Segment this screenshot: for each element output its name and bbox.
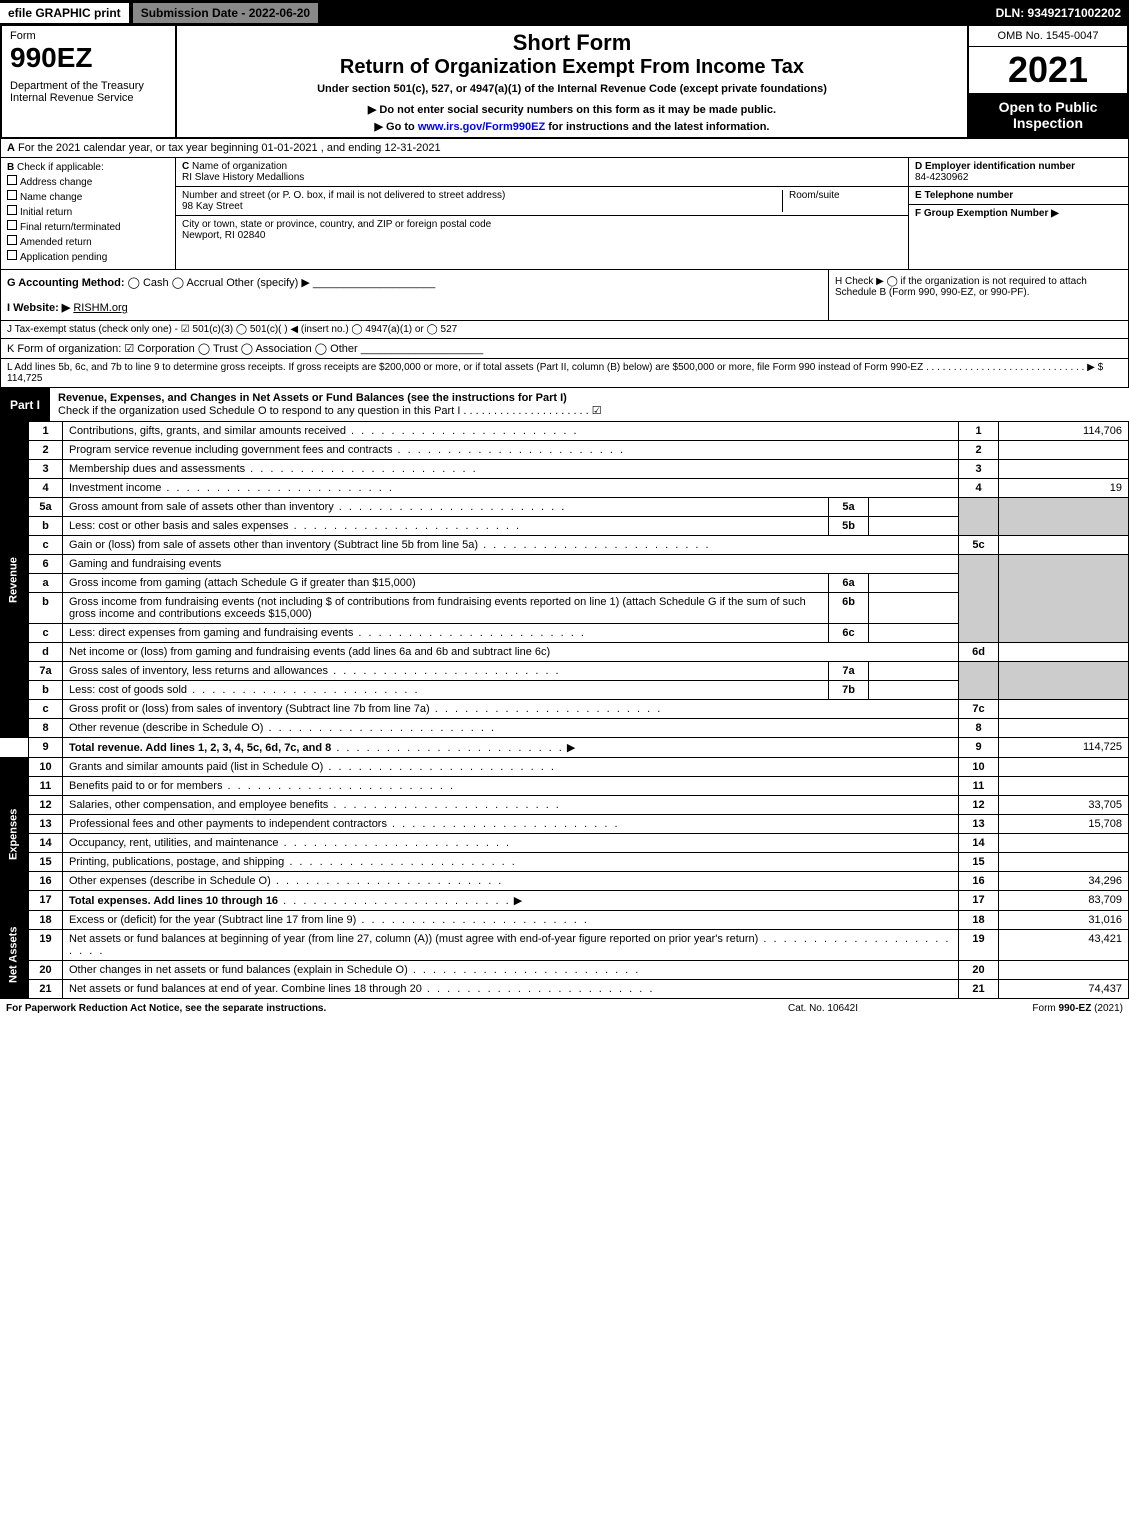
part1-label: Part I [0, 394, 50, 416]
chk-amended[interactable]: Amended return [7, 235, 169, 248]
row-h: H Check ▶ ◯ if the organization is not r… [828, 270, 1128, 320]
line17-value: 83,709 [999, 891, 1129, 911]
efile-label[interactable]: efile GRAPHIC print [0, 3, 129, 23]
line19-value: 43,421 [999, 930, 1129, 961]
irs-link[interactable]: www.irs.gov/Form990EZ [418, 121, 545, 133]
col-b-heading: Check if applicable: [17, 162, 104, 173]
col-c: C Name of organization RI Slave History … [176, 158, 908, 269]
cat-no: Cat. No. 10642I [723, 1003, 923, 1014]
title-section: Under section 501(c), 527, or 4947(a)(1)… [181, 83, 963, 95]
street-address: 98 Kay Street [182, 201, 243, 212]
chk-address[interactable]: Address change [7, 175, 169, 188]
title-return: Return of Organization Exempt From Incom… [181, 56, 963, 79]
name-label: Name of organization [192, 161, 287, 172]
col-b: B Check if applicable: Address change Na… [1, 158, 176, 269]
form-footer: Form 990-EZ (2021) [923, 1003, 1123, 1014]
city-state-zip: Newport, RI 02840 [182, 230, 265, 241]
website-link[interactable]: RISHM.org [73, 302, 127, 314]
form-header: Form 990EZ Department of the Treasury In… [0, 26, 1129, 139]
chk-name[interactable]: Name change [7, 190, 169, 203]
ein-label: D Employer identification number [915, 161, 1075, 172]
col-b-label: B [7, 162, 14, 173]
chk-final[interactable]: Final return/terminated [7, 220, 169, 233]
revenue-sidelabel: Revenue [1, 422, 29, 738]
paperwork-notice: For Paperwork Reduction Act Notice, see … [6, 1003, 723, 1014]
department-label: Department of the Treasury Internal Reve… [10, 80, 167, 104]
website-label: I Website: ▶ [7, 302, 70, 314]
row-gh: G Accounting Method: ◯ Cash ◯ Accrual Ot… [0, 270, 1129, 321]
org-name: RI Slave History Medallions [182, 172, 304, 183]
section-bcdef: B Check if applicable: Address change Na… [0, 158, 1129, 270]
phone-label: E Telephone number [915, 190, 1013, 201]
chk-initial[interactable]: Initial return [7, 205, 169, 218]
line18-value: 31,016 [999, 911, 1129, 930]
netassets-sidelabel: Net Assets [1, 911, 29, 999]
col-c-label: C [182, 161, 189, 172]
form-word: Form [10, 30, 167, 42]
line21-value: 74,437 [999, 980, 1129, 999]
row-a-label: A [7, 142, 15, 154]
footer: For Paperwork Reduction Act Notice, see … [0, 999, 1129, 1018]
accounting-method: G Accounting Method: ◯ Cash ◯ Accrual Ot… [1, 270, 828, 320]
title-warning: ▶ Do not enter social security numbers o… [181, 103, 963, 116]
group-exemption-label: F Group Exemption Number ▶ [915, 208, 1059, 219]
title-short-form: Short Form [181, 30, 963, 56]
line16-value: 34,296 [999, 872, 1129, 891]
lines-table: Revenue 1 Contributions, gifts, grants, … [0, 421, 1129, 999]
row-a: A For the 2021 calendar year, or tax yea… [0, 139, 1129, 158]
dln-label: DLN: 93492171002202 [988, 3, 1129, 23]
expenses-sidelabel: Expenses [1, 758, 29, 911]
line1-value: 114,706 [999, 422, 1129, 441]
form-number: 990EZ [10, 42, 167, 74]
col-d: D Employer identification number 84-4230… [908, 158, 1128, 269]
top-bar: efile GRAPHIC print Submission Date - 20… [0, 0, 1129, 26]
header-right: OMB No. 1545-0047 2021 Open to Public In… [967, 26, 1127, 137]
line12-value: 33,705 [999, 796, 1129, 815]
city-label: City or town, state or province, country… [182, 219, 491, 230]
ein-value: 84-4230962 [915, 172, 968, 183]
part1-header: Part I Revenue, Expenses, and Changes in… [0, 388, 1129, 421]
row-a-text: For the 2021 calendar year, or tax year … [18, 142, 441, 154]
row-j: J Tax-exempt status (check only one) - ☑… [0, 321, 1129, 339]
tax-year: 2021 [969, 47, 1127, 93]
line4-value: 19 [999, 479, 1129, 498]
line9-value: 114,725 [999, 738, 1129, 758]
row-l: L Add lines 5b, 6c, and 7b to line 9 to … [0, 359, 1129, 388]
room-suite: Room/suite [782, 190, 902, 212]
submission-date: Submission Date - 2022-06-20 [133, 3, 318, 23]
line13-value: 15,708 [999, 815, 1129, 834]
header-middle: Short Form Return of Organization Exempt… [177, 26, 967, 137]
omb-number: OMB No. 1545-0047 [969, 26, 1127, 47]
title-link: ▶ Go to www.irs.gov/Form990EZ for instru… [181, 120, 963, 133]
open-inspection: Open to Public Inspection [969, 93, 1127, 137]
header-left: Form 990EZ Department of the Treasury In… [2, 26, 177, 137]
part1-title: Revenue, Expenses, and Changes in Net As… [50, 388, 1129, 421]
row-k: K Form of organization: ☑ Corporation ◯ … [0, 339, 1129, 359]
addr-label: Number and street (or P. O. box, if mail… [182, 190, 505, 201]
chk-pending[interactable]: Application pending [7, 250, 169, 263]
